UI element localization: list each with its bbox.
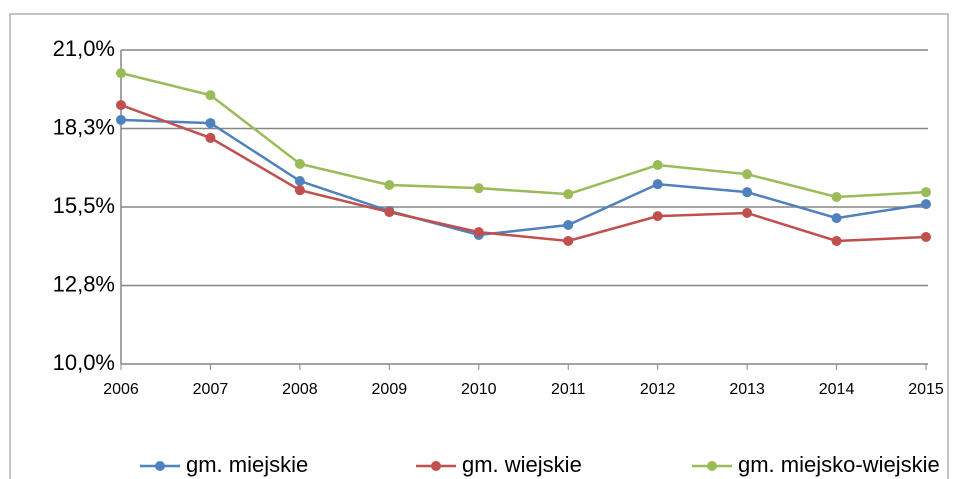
x-tick-label: 2009 [372,381,408,398]
y-tick-label: 21,0% [53,36,115,61]
legend-label: gm. miejskie [186,452,308,477]
legend-marker [707,461,717,471]
data-point [205,90,216,101]
data-point [116,100,126,111]
series-line [120,103,927,243]
x-tick-label: 2015 [908,381,944,398]
data-point [563,235,574,246]
x-tick-label: 2012 [640,381,676,398]
data-point [563,189,574,200]
data-point [384,207,395,218]
data-point [742,207,753,218]
legend-marker [155,461,165,471]
data-point [473,227,484,238]
x-tick-label: 2013 [729,381,765,398]
data-point [652,211,663,222]
chart-frame [9,13,949,479]
x-tick-label: 2011 [551,381,586,398]
legend-label: gm. miejsko-wiejskie [738,452,940,477]
data-point [742,169,753,180]
data-point [384,180,395,191]
data-point [831,235,842,246]
y-tick-label: 12,8% [53,271,115,296]
x-tick-label: 2006 [103,381,139,398]
data-point [652,179,663,190]
data-point [116,114,126,125]
data-point [473,183,484,194]
y-tick-label: 10,0% [53,350,115,375]
data-point [921,187,931,198]
x-tick-label: 2008 [282,381,318,398]
data-point [831,213,842,224]
x-tick-label: 2007 [193,381,229,398]
data-point [294,158,305,169]
data-point [563,219,574,230]
legend-marker [431,461,441,471]
data-point [652,160,663,171]
data-point [921,199,931,210]
data-point [294,176,305,187]
series-line [120,118,927,237]
data-point [294,185,305,196]
data-point [742,187,753,198]
y-tick-label: 18,3% [53,114,115,139]
x-tick-label: 2010 [461,381,497,398]
y-tick-label: 15,5% [53,193,115,218]
legend-label: gm. wiejskie [462,452,582,477]
data-point [205,118,216,129]
x-tick-label: 2014 [819,381,855,398]
series-line [120,71,927,199]
data-point [921,231,931,242]
data-point [116,68,126,79]
data-point [831,192,842,203]
data-point [205,132,216,143]
